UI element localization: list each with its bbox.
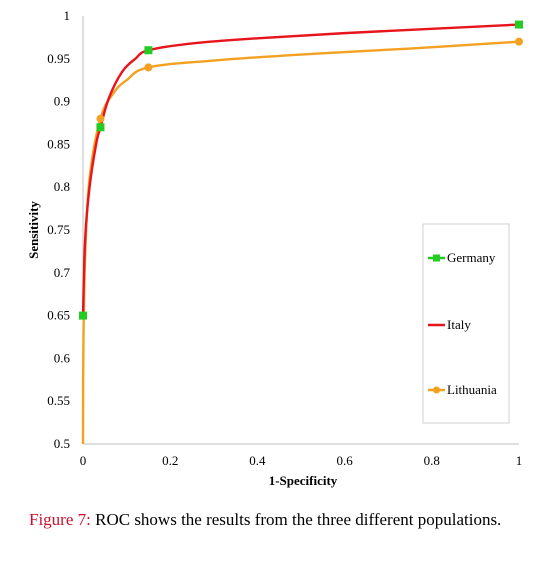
x-tick-label: 0.8 bbox=[424, 453, 440, 468]
germany-legend-marker bbox=[433, 254, 440, 262]
legend: Germany Italy Lithuania bbox=[422, 223, 510, 424]
x-axis-title: 1-Specificity bbox=[269, 473, 338, 488]
germany-legend-label: Germany bbox=[447, 250, 496, 265]
x-tick-label: 0.2 bbox=[162, 453, 178, 468]
lithuania-point bbox=[96, 114, 105, 123]
roc-chart: 0.5 0.55 0.6 0.65 0.7 0.75 0.8 0.85 0.9 0.95 1 0 0.… bbox=[26, 8, 523, 488]
y-tick-label: 0.5 bbox=[54, 436, 70, 451]
y-tick-label: 0.65 bbox=[47, 308, 70, 323]
y-tick-label: 0.6 bbox=[54, 350, 71, 365]
y-tick-label: 0.8 bbox=[54, 179, 70, 194]
x-tick-label: 0 bbox=[80, 453, 87, 468]
x-tick-label: 0.4 bbox=[249, 453, 266, 468]
lithuania-point bbox=[515, 37, 523, 46]
x-axis-ticks: 0 0.2 0.4 0.6 0.8 1 bbox=[80, 453, 523, 468]
lithuania-legend-marker bbox=[433, 386, 440, 394]
y-tick-label: 0.9 bbox=[54, 94, 70, 109]
figure-caption: Figure 7: ROC shows the results from the… bbox=[29, 508, 539, 531]
x-tick-label: 1 bbox=[516, 453, 523, 468]
y-tick-label: 0.95 bbox=[47, 51, 70, 66]
y-tick-label: 1 bbox=[64, 8, 71, 23]
y-axis-title: Sensitivity bbox=[26, 201, 41, 259]
y-tick-label: 0.85 bbox=[47, 136, 70, 151]
series-lines bbox=[81, 23, 520, 445]
caption-label: Figure 7: bbox=[29, 510, 91, 529]
y-tick-label: 0.55 bbox=[47, 393, 70, 408]
y-axis-ticks: 0.5 0.55 0.6 0.65 0.7 0.75 0.8 0.85 0.9 0.95 1 bbox=[47, 8, 70, 451]
lithuania-point bbox=[144, 63, 153, 72]
germany-point bbox=[96, 123, 105, 132]
germany-point bbox=[79, 311, 87, 320]
germany-point bbox=[144, 46, 153, 55]
caption-text: ROC shows the results from the three dif… bbox=[90, 510, 502, 529]
lithuania-legend-label: Lithuania bbox=[447, 382, 497, 397]
y-tick-label: 0.75 bbox=[47, 222, 70, 237]
x-tick-label: 0.6 bbox=[336, 453, 353, 468]
series-markers bbox=[79, 20, 523, 320]
italy-legend-label: Italy bbox=[447, 317, 471, 332]
germany-point bbox=[515, 20, 523, 29]
italy-series-line bbox=[81, 23, 520, 316]
y-tick-label: 0.7 bbox=[54, 265, 71, 280]
